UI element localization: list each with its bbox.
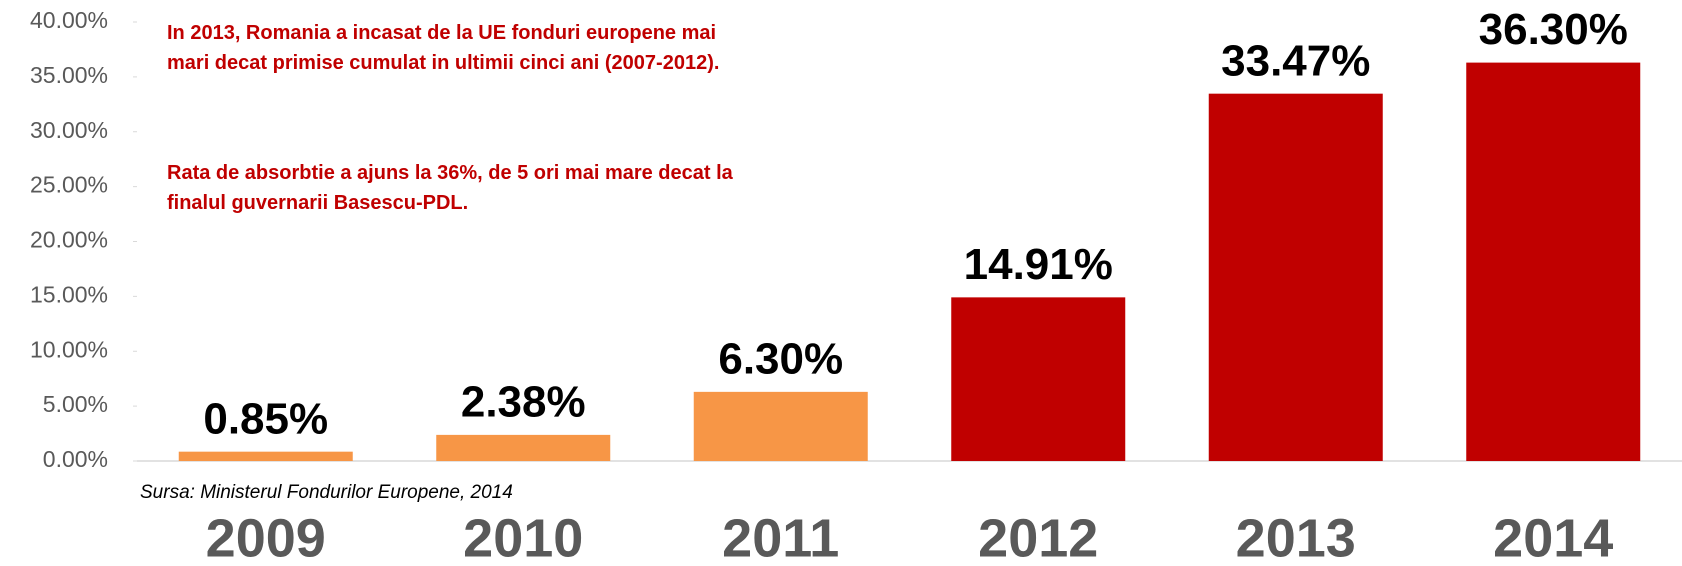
annotation: In 2013, Romania a incasat de la UE fond… [167, 22, 720, 74]
value-label: 0.85% [203, 394, 328, 443]
bar [178, 451, 353, 461]
bar [1208, 93, 1383, 461]
source-note: Sursa: Ministerul Fondurilor Europene, 2… [140, 482, 513, 503]
bar [1466, 62, 1641, 462]
y-tick-label: 25.00% [30, 172, 108, 198]
x-tick-label: 2009 [206, 508, 326, 566]
y-tick-label: 30.00% [30, 117, 108, 143]
y-tick-label: 35.00% [30, 62, 108, 88]
bar [693, 391, 868, 461]
y-tick-label: 0.00% [43, 446, 108, 472]
bar [436, 434, 611, 461]
value-label: 36.30% [1479, 5, 1628, 54]
y-tick-label: 5.00% [43, 391, 108, 417]
y-tick-label: 40.00% [30, 7, 108, 33]
value-label: 33.47% [1221, 36, 1370, 85]
value-label: 6.30% [718, 334, 843, 383]
x-tick-label: 2012 [978, 508, 1098, 566]
y-tick-label: 10.00% [30, 336, 108, 362]
value-label: 2.38% [461, 378, 586, 427]
x-tick-label: 2014 [1493, 508, 1613, 566]
x-tick-label: 2013 [1236, 508, 1356, 566]
value-label: 14.91% [964, 240, 1113, 289]
y-tick-label: 20.00% [30, 227, 108, 253]
y-tick-label: 15.00% [30, 281, 108, 307]
x-tick-label: 2011 [722, 508, 839, 566]
x-tick-label: 2010 [463, 508, 583, 566]
annotation: Rata de absorbtie a ajuns la 36%, de 5 o… [167, 162, 733, 214]
bar [951, 297, 1126, 461]
